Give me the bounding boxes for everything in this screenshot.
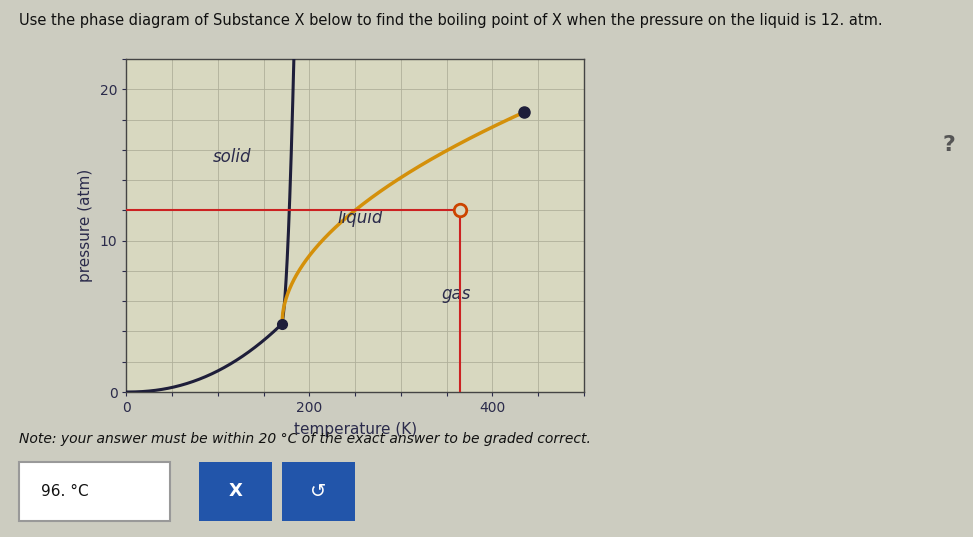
Text: liquid: liquid <box>337 209 382 227</box>
Text: gas: gas <box>441 285 470 303</box>
Text: Note: your answer must be within 20 °C of the exact answer to be graded correct.: Note: your answer must be within 20 °C o… <box>19 432 592 446</box>
Text: X: X <box>229 482 243 500</box>
X-axis label: temperature (K): temperature (K) <box>294 422 416 437</box>
Y-axis label: pressure (atm): pressure (atm) <box>78 169 92 282</box>
Text: 96. °C: 96. °C <box>41 484 89 499</box>
Text: ?: ? <box>942 135 955 155</box>
Text: ↺: ↺ <box>310 482 327 501</box>
Text: solid: solid <box>212 148 251 166</box>
Text: Use the phase diagram of Substance X below to find the boiling point of X when t: Use the phase diagram of Substance X bel… <box>19 13 883 28</box>
